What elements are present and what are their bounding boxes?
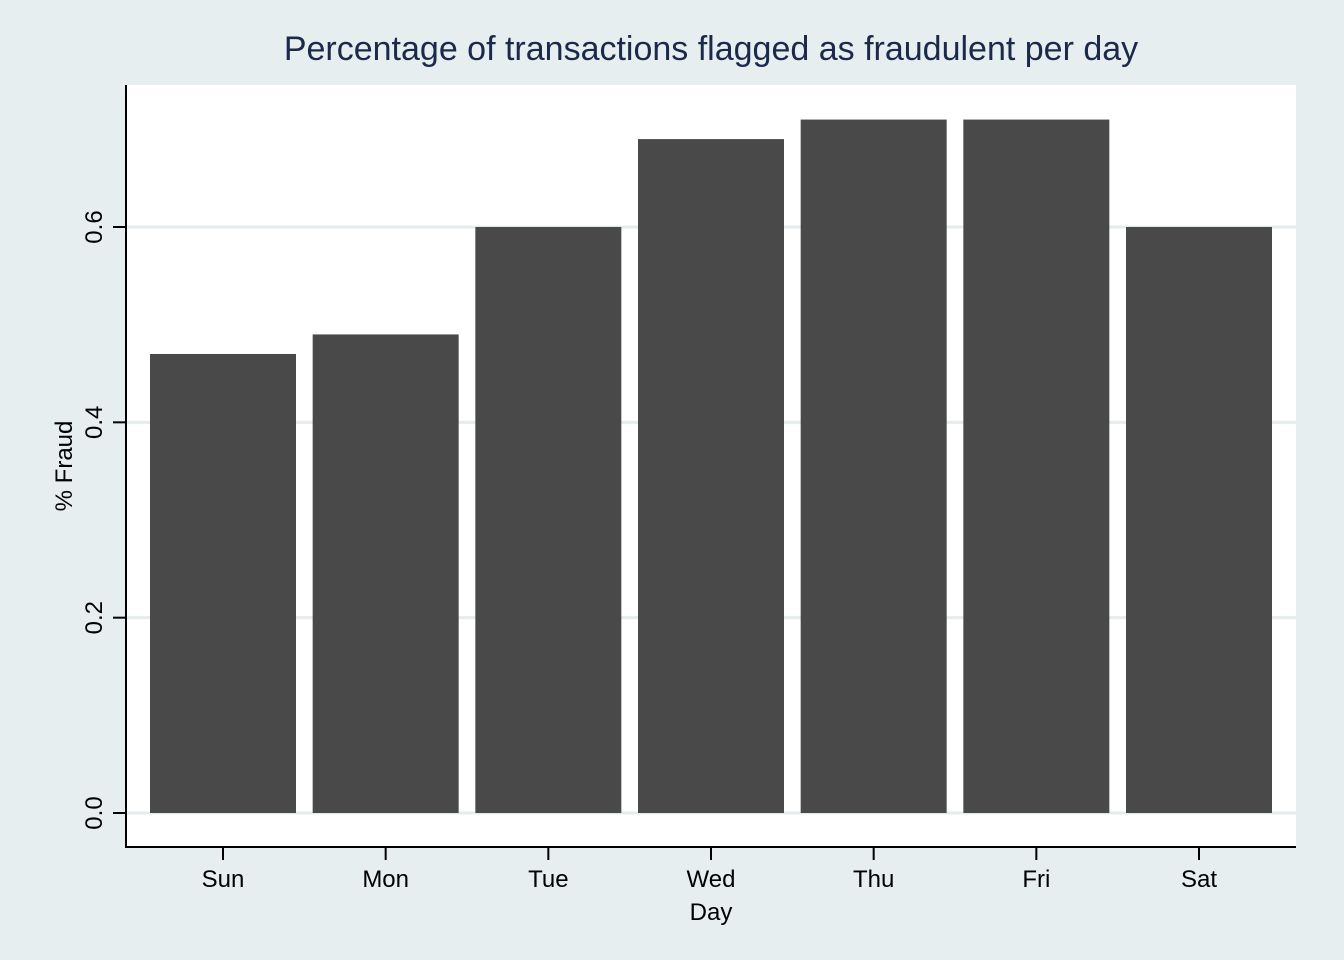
x-axis-title: Day [690, 899, 733, 926]
x-ticks: Sun Mon Tue Wed Thu Fri Sat [202, 847, 1217, 893]
x-tick-label: Sat [1181, 866, 1217, 893]
bar-sun [150, 353, 296, 813]
bar-mon [312, 334, 459, 813]
x-tick-label: Fri [1022, 866, 1050, 893]
bar-thu [800, 119, 947, 814]
y-tick-label: 0.2 [81, 601, 108, 634]
bar-tue [475, 227, 622, 813]
y-tick-label: 0.0 [81, 796, 108, 829]
bars [150, 119, 1272, 814]
x-tick-label: Mon [362, 866, 409, 893]
x-tick-label: Tue [528, 866, 568, 893]
y-tick-label: 0.4 [81, 406, 108, 439]
bar-wed [638, 139, 784, 814]
y-ticks: 0.0 0.2 0.4 0.6 [81, 210, 126, 830]
y-axis-title: % Fraud [51, 421, 78, 512]
x-tick-label: Sun [202, 866, 245, 893]
x-tick-label: Wed [687, 866, 736, 893]
y-tick-label: 0.6 [81, 210, 108, 243]
bar-sat [1126, 227, 1272, 813]
chart-title: Percentage of transactions flagged as fr… [284, 30, 1138, 68]
x-tick-label: Thu [853, 866, 894, 893]
bar-fri [963, 119, 1110, 814]
